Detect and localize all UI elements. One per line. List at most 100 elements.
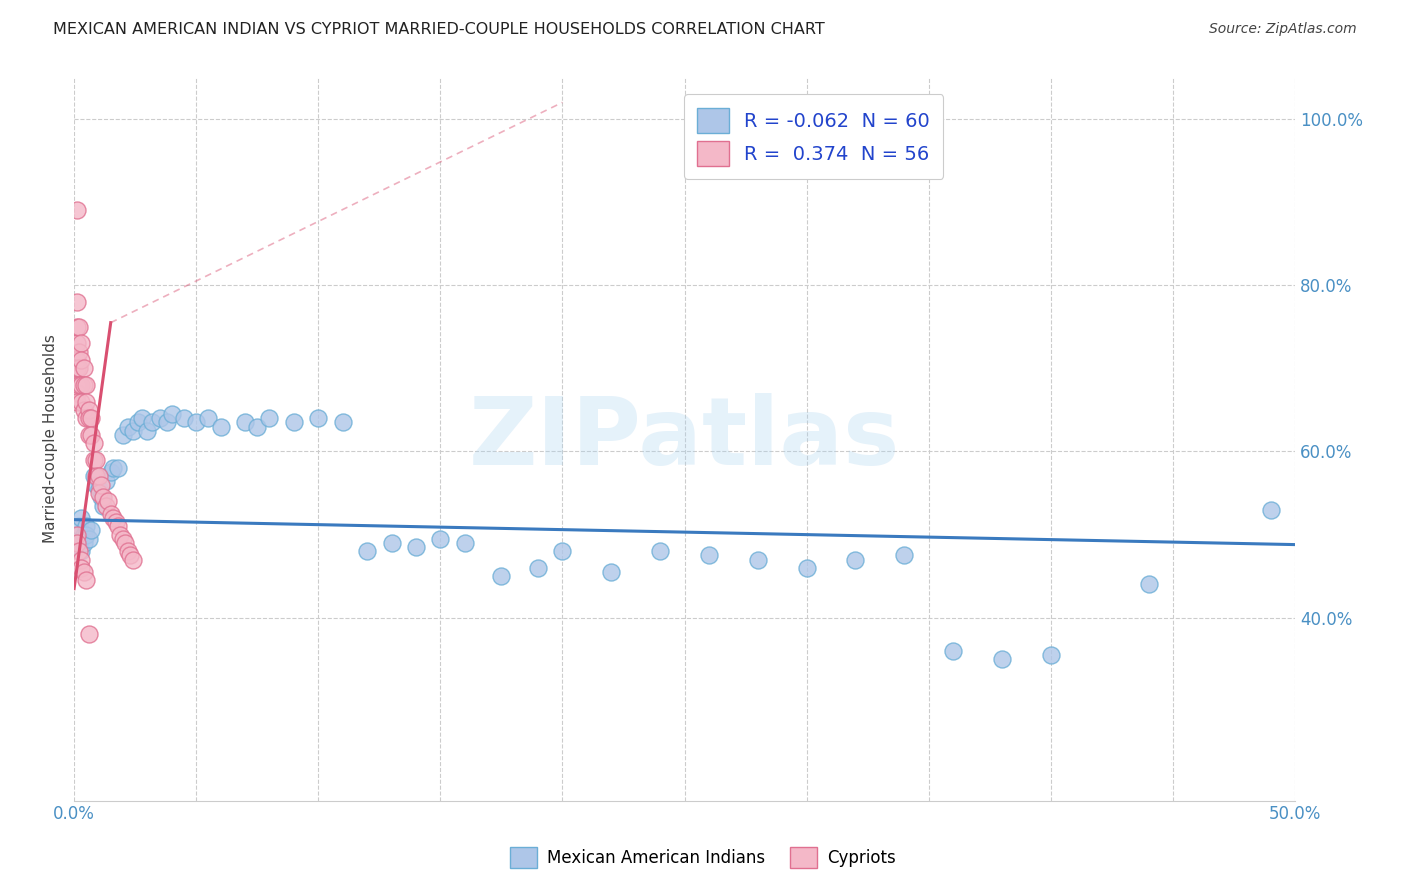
Point	[84, 469, 107, 483]
Point	[141, 416, 163, 430]
Point	[77, 627, 100, 641]
Point	[100, 507, 122, 521]
Point	[405, 540, 427, 554]
Point	[136, 424, 159, 438]
Point	[65, 361, 87, 376]
Point	[209, 419, 232, 434]
Point	[844, 552, 866, 566]
Point	[65, 536, 87, 550]
Point	[454, 536, 477, 550]
Point	[120, 549, 142, 563]
Point	[67, 344, 90, 359]
Point	[65, 336, 87, 351]
Text: ZIPatlas: ZIPatlas	[468, 393, 900, 485]
Point	[1137, 577, 1160, 591]
Point	[380, 536, 402, 550]
Point	[93, 490, 115, 504]
Point	[70, 353, 93, 368]
Point	[1039, 648, 1062, 662]
Point	[65, 378, 87, 392]
Point	[117, 544, 139, 558]
Point	[127, 416, 149, 430]
Point	[97, 494, 120, 508]
Point	[233, 416, 256, 430]
Point	[197, 411, 219, 425]
Point	[70, 544, 93, 558]
Point	[67, 544, 90, 558]
Point	[67, 519, 90, 533]
Point	[75, 411, 97, 425]
Point	[75, 378, 97, 392]
Point	[491, 569, 513, 583]
Point	[893, 549, 915, 563]
Point	[148, 411, 170, 425]
Point	[356, 544, 378, 558]
Point	[83, 436, 105, 450]
Point	[80, 428, 103, 442]
Point	[65, 386, 87, 401]
Text: Source: ZipAtlas.com: Source: ZipAtlas.com	[1209, 22, 1357, 37]
Point	[70, 561, 93, 575]
Point	[650, 544, 672, 558]
Point	[65, 203, 87, 218]
Point	[173, 411, 195, 425]
Point	[84, 452, 107, 467]
Point	[65, 394, 87, 409]
Point	[70, 336, 93, 351]
Point	[101, 461, 124, 475]
Point	[332, 416, 354, 430]
Point	[67, 319, 90, 334]
Point	[75, 574, 97, 588]
Point	[156, 416, 179, 430]
Point	[121, 424, 143, 438]
Point	[73, 403, 96, 417]
Point	[1260, 502, 1282, 516]
Point	[70, 552, 93, 566]
Point	[94, 499, 117, 513]
Point	[114, 536, 136, 550]
Point	[87, 486, 110, 500]
Point	[73, 536, 96, 550]
Point	[110, 527, 132, 541]
Point	[77, 532, 100, 546]
Point	[121, 552, 143, 566]
Point	[70, 394, 93, 409]
Point	[67, 536, 90, 550]
Point	[160, 407, 183, 421]
Legend: Mexican American Indians, Cypriots: Mexican American Indians, Cypriots	[503, 840, 903, 875]
Point	[70, 511, 93, 525]
Point	[796, 561, 818, 575]
Point	[259, 411, 281, 425]
Point	[991, 652, 1014, 666]
Point	[527, 561, 550, 575]
Point	[87, 469, 110, 483]
Point	[77, 411, 100, 425]
Point	[84, 477, 107, 491]
Point	[90, 490, 112, 504]
Point	[104, 515, 127, 529]
Point	[94, 474, 117, 488]
Point	[429, 532, 451, 546]
Point	[111, 428, 134, 442]
Point	[93, 499, 115, 513]
Point	[67, 378, 90, 392]
Point	[600, 565, 623, 579]
Text: MEXICAN AMERICAN INDIAN VS CYPRIOT MARRIED-COUPLE HOUSEHOLDS CORRELATION CHART: MEXICAN AMERICAN INDIAN VS CYPRIOT MARRI…	[53, 22, 825, 37]
Point	[283, 416, 305, 430]
Point	[131, 411, 153, 425]
Point	[65, 294, 87, 309]
Point	[101, 511, 124, 525]
Point	[65, 353, 87, 368]
Point	[73, 527, 96, 541]
Point	[75, 394, 97, 409]
Point	[83, 469, 105, 483]
Point	[73, 565, 96, 579]
Point	[80, 524, 103, 538]
Point	[186, 416, 208, 430]
Point	[107, 461, 129, 475]
Point	[87, 482, 110, 496]
Point	[551, 544, 574, 558]
Point	[70, 378, 93, 392]
Point	[111, 532, 134, 546]
Point	[697, 549, 720, 563]
